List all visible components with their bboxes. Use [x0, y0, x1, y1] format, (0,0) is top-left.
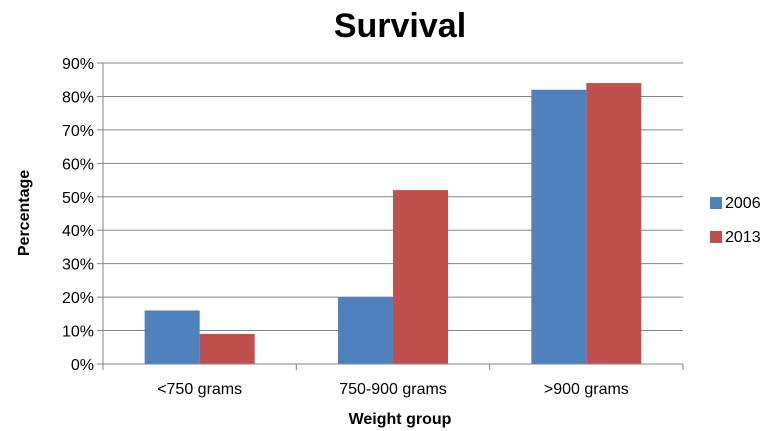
y-axis-title: Percentage	[16, 170, 33, 256]
x-tick-label: 750-900 grams	[339, 381, 447, 398]
y-tick-label: 0%	[71, 357, 94, 374]
x-tick-label: <750 grams	[157, 381, 242, 398]
legend-swatch-2013	[710, 231, 722, 243]
x-axis-title: Weight group	[349, 411, 452, 428]
bar-2006-0	[144, 310, 200, 364]
bar-2013-2	[586, 83, 642, 365]
bars	[144, 83, 642, 365]
legend-label-2006: 2006	[725, 195, 761, 212]
legend-swatch-2006	[710, 197, 722, 209]
y-axis-tick-labels: 0% 10% 20% 30% 40% 50% 60% 70% 80% 90%	[62, 56, 94, 374]
bar-2006-2	[531, 89, 587, 364]
y-tick-label: 90%	[62, 56, 94, 73]
y-tick-label: 30%	[62, 257, 94, 274]
y-tick-label: 20%	[62, 290, 94, 307]
y-tick-label: 50%	[62, 190, 94, 207]
x-tick-label: >900 grams	[544, 381, 629, 398]
bar-2006-1	[338, 297, 393, 364]
bar-2013-0	[199, 333, 255, 364]
y-tick-label: 60%	[62, 156, 94, 173]
legend-label-2013: 2013	[725, 229, 761, 246]
bar-2013-1	[393, 190, 448, 364]
x-axis-tick-labels: <750 grams 750-900 grams >900 grams	[157, 381, 629, 398]
y-tick-label: 70%	[62, 123, 94, 140]
legend: 2006 2013	[710, 195, 761, 246]
y-tick-label: 80%	[62, 89, 94, 106]
axes	[102, 63, 684, 370]
chart-title: Survival	[334, 7, 466, 45]
y-tick-label: 10%	[62, 324, 94, 341]
y-tick-label: 40%	[62, 223, 94, 240]
